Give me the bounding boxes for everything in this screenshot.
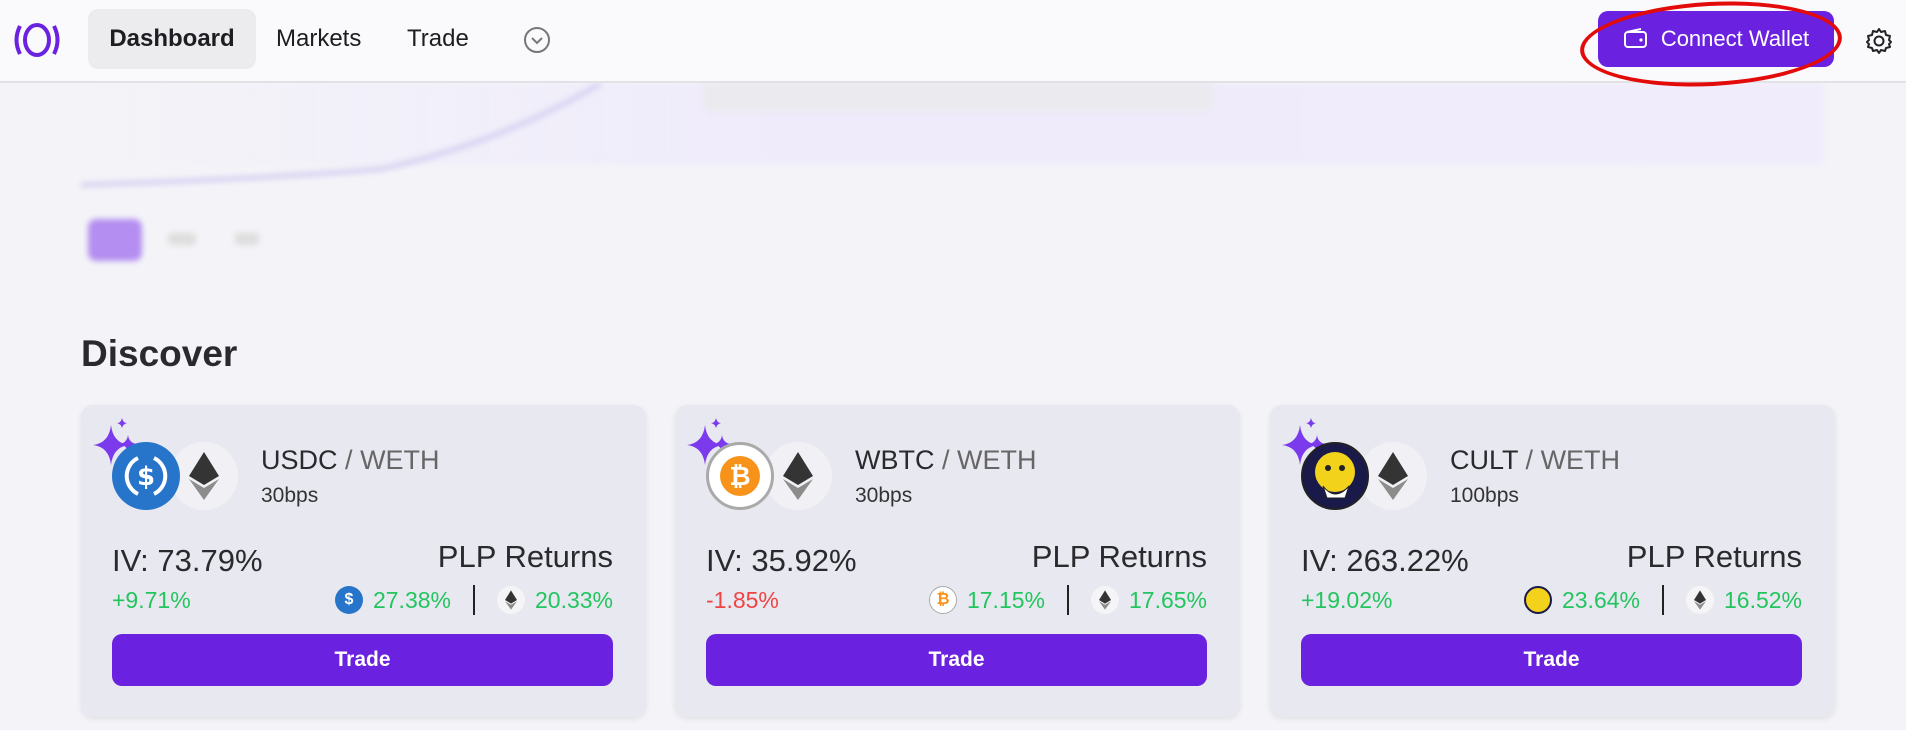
settings-gear-icon[interactable] [1864,26,1894,56]
connect-wallet-label: Connect Wallet [1660,26,1810,51]
blurred-tooltip [703,83,1213,112]
connect-wallet-button[interactable]: Connect Wallet [1598,11,1834,67]
weth-icon [496,586,525,614]
quote-return: 20.33% [534,586,613,613]
divider [472,585,475,615]
blurred-range-option [235,233,259,245]
weth-icon [1090,586,1119,614]
divider [1066,585,1069,615]
fee-tier: 100bps [1450,484,1519,507]
usdc-icon: $ [334,586,363,614]
blurred-range-selector [88,219,142,261]
fee-tier: 30bps [855,484,913,507]
plp-returns-label: PLP Returns [1626,539,1802,574]
wbtc-icon: ₿ [706,442,774,510]
sparkle-icon [687,418,731,465]
sparkle-icon [93,418,137,465]
plp-returns: $ 27.38% 20.33% [334,585,613,615]
blurred-range-option [168,233,196,245]
nav-markets[interactable]: Markets [276,25,362,52]
iv-change: +9.71% [112,587,191,613]
logo-icon[interactable] [14,20,60,60]
cult-icon [1523,586,1552,614]
base-return: 17.15% [966,586,1045,613]
top-nav: Dashboard Markets Trade Connect Wallet [0,0,1906,83]
trade-button[interactable]: Trade [1301,634,1802,686]
svg-text:$: $ [137,462,155,492]
more-chevron-icon[interactable] [524,27,550,53]
base-return: 23.64% [1561,586,1640,613]
quote-return: 16.52% [1723,586,1802,613]
nav-trade[interactable]: Trade [407,25,469,52]
implied-volatility: IV: 73.79% [112,543,263,578]
cult-icon [1301,442,1369,510]
trade-button[interactable]: Trade [112,634,613,686]
plp-returns: ₿ 17.15% 17.65% [928,585,1207,615]
iv-change: -1.85% [706,587,779,613]
plp-returns-label: PLP Returns [437,539,613,574]
pair-name: WBTC / WETH [855,445,1037,475]
base-return: 27.38% [372,586,451,613]
iv-change: +19.02% [1301,587,1393,613]
pool-card-cult-weth: CULT / WETH 100bps IV: 263.22% PLP Retur… [1270,405,1835,717]
nav-dashboard[interactable]: Dashboard [88,9,256,69]
pair-name: CULT / WETH [1450,445,1621,475]
pair-name: USDC / WETH [261,445,440,475]
implied-volatility: IV: 35.92% [706,543,857,578]
weth-icon [764,442,832,510]
plp-returns-label: PLP Returns [1031,539,1207,574]
sparkle-icon [1282,418,1326,465]
usdc-icon: $ [112,442,180,510]
discover-heading: Discover [81,333,238,374]
pool-card-usdc-weth: $ USDC / WETH 30bps IV: 73.79% PLP Retur… [81,405,646,717]
wallet-icon [1623,28,1647,48]
trade-button[interactable]: Trade [706,634,1207,686]
weth-icon [1685,586,1714,614]
weth-icon [170,442,238,510]
blurred-chart-line [81,83,603,188]
weth-icon [1359,442,1427,510]
pool-card-wbtc-weth: ₿ WBTC / WETH 30bps IV: 35.92% PLP Retur… [675,405,1240,717]
quote-return: 17.65% [1128,586,1207,613]
implied-volatility: IV: 263.22% [1301,543,1469,578]
plp-returns: 23.64% 16.52% [1523,585,1802,615]
divider [1661,585,1664,615]
wbtc-icon: ₿ [928,586,957,614]
fee-tier: 30bps [261,484,319,507]
